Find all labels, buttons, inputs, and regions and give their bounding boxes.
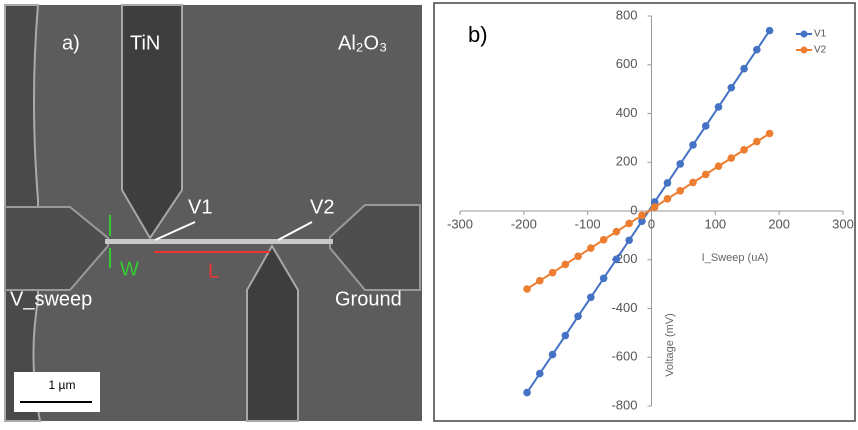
data-point	[523, 389, 531, 397]
wire	[105, 239, 333, 244]
y-tick-label: 200	[616, 154, 638, 169]
material-label: TiN	[130, 32, 160, 54]
length-label: L	[208, 260, 219, 282]
probe-label: V2	[310, 196, 334, 218]
data-point	[574, 253, 582, 261]
panel-label: b)	[468, 22, 488, 47]
data-point	[651, 203, 659, 211]
data-point	[766, 27, 774, 35]
data-point	[549, 351, 557, 359]
data-point	[753, 138, 761, 146]
data-point	[562, 332, 570, 340]
data-point	[600, 274, 608, 282]
data-point	[613, 228, 621, 236]
data-point	[600, 236, 608, 244]
x-tick-label: -100	[575, 216, 601, 231]
data-point	[676, 187, 684, 195]
x-tick-label: 300	[832, 216, 854, 231]
y-tick-label: 800	[616, 7, 638, 22]
contact-label: Ground	[335, 288, 402, 310]
data-point	[536, 370, 544, 378]
y-tick-label: -400	[611, 300, 637, 315]
y-tick-label: 400	[616, 105, 638, 120]
data-point	[587, 293, 595, 301]
x-tick-label: 100	[704, 216, 726, 231]
x-tick-label: -200	[511, 216, 537, 231]
x-tick-label: 0	[648, 216, 655, 231]
sem-image: 1 µm a) TiN Al₂O₃ V1 V2 W L V_sweep Grou…	[5, 5, 422, 421]
data-point	[702, 171, 710, 179]
legend-label: V1	[814, 29, 827, 40]
y-tick-label: -800	[611, 397, 637, 412]
data-point	[613, 255, 621, 263]
probe-label: V1	[188, 196, 212, 218]
x-axis-title: I_Sweep (uA)	[702, 252, 769, 264]
data-point	[664, 179, 672, 187]
material-label: Al₂O₃	[338, 32, 387, 54]
data-point	[549, 269, 557, 277]
panel-label: a)	[62, 32, 80, 54]
data-point	[740, 146, 748, 154]
data-point	[740, 65, 748, 73]
y-tick-label: 0	[630, 202, 637, 217]
data-point	[638, 212, 646, 220]
data-point	[574, 313, 582, 321]
figure: 1 µm a) TiN Al₂O₃ V1 V2 W L V_sweep Grou…	[0, 0, 858, 425]
data-point	[715, 103, 723, 111]
data-point	[536, 277, 544, 285]
data-point	[727, 154, 735, 162]
data-point	[689, 141, 697, 149]
data-point	[702, 122, 710, 130]
data-point	[625, 236, 633, 244]
data-point	[753, 46, 761, 54]
data-point	[766, 130, 774, 138]
contact-label: V_sweep	[10, 288, 92, 310]
legend-label: V2	[814, 45, 827, 56]
data-point	[664, 195, 672, 203]
legend-swatch	[801, 31, 808, 38]
width-label: W	[120, 258, 139, 280]
data-point	[676, 160, 684, 168]
y-tick-label: 600	[616, 56, 638, 71]
data-point	[562, 261, 570, 269]
x-tick-label: -300	[447, 216, 473, 231]
x-tick-label: 200	[768, 216, 790, 231]
data-point	[727, 84, 735, 92]
data-point	[587, 244, 595, 252]
data-point	[689, 179, 697, 187]
chart-frame	[434, 3, 855, 421]
scale-label: 1 µm	[49, 378, 76, 392]
data-point	[625, 220, 633, 228]
y-axis-title: Voltage (mV)	[664, 313, 676, 377]
data-point	[715, 162, 723, 170]
legend-swatch	[801, 47, 808, 54]
data-point	[523, 285, 531, 293]
y-tick-label: -600	[611, 349, 637, 364]
